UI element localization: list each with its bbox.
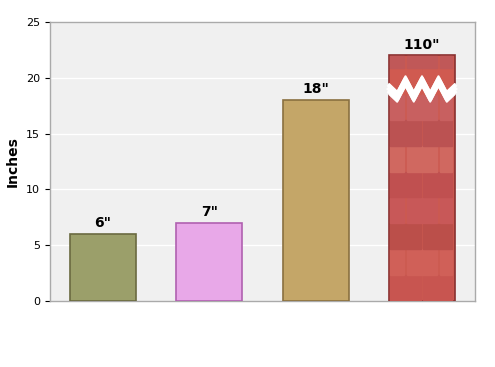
Bar — [391, 275, 421, 301]
Bar — [391, 172, 421, 197]
Text: 18": 18" — [302, 82, 329, 96]
Text: 6": 6" — [94, 216, 111, 230]
Bar — [423, 120, 452, 146]
Bar — [407, 56, 437, 68]
Bar — [423, 224, 452, 249]
Bar — [407, 94, 437, 120]
Bar — [440, 250, 452, 275]
Bar — [391, 198, 404, 223]
Bar — [440, 198, 452, 223]
Bar — [391, 56, 404, 68]
Y-axis label: Inches: Inches — [6, 136, 20, 187]
Bar — [391, 120, 421, 146]
Bar — [407, 250, 437, 275]
Bar — [391, 224, 421, 249]
Bar — [407, 146, 437, 172]
Bar — [70, 234, 136, 301]
Bar — [423, 172, 452, 197]
Text: 110": 110" — [404, 37, 440, 52]
Bar — [389, 55, 455, 301]
Bar — [440, 146, 452, 172]
Bar — [391, 146, 404, 172]
Bar — [391, 69, 421, 94]
Bar — [423, 275, 452, 301]
Text: 7": 7" — [200, 205, 218, 219]
Polygon shape — [389, 76, 455, 102]
Bar — [176, 223, 242, 301]
Bar — [440, 94, 452, 120]
Bar — [391, 94, 404, 120]
Bar — [423, 69, 452, 94]
Bar — [407, 198, 437, 223]
Bar — [440, 56, 452, 68]
Bar — [391, 250, 404, 275]
Bar — [283, 100, 348, 301]
